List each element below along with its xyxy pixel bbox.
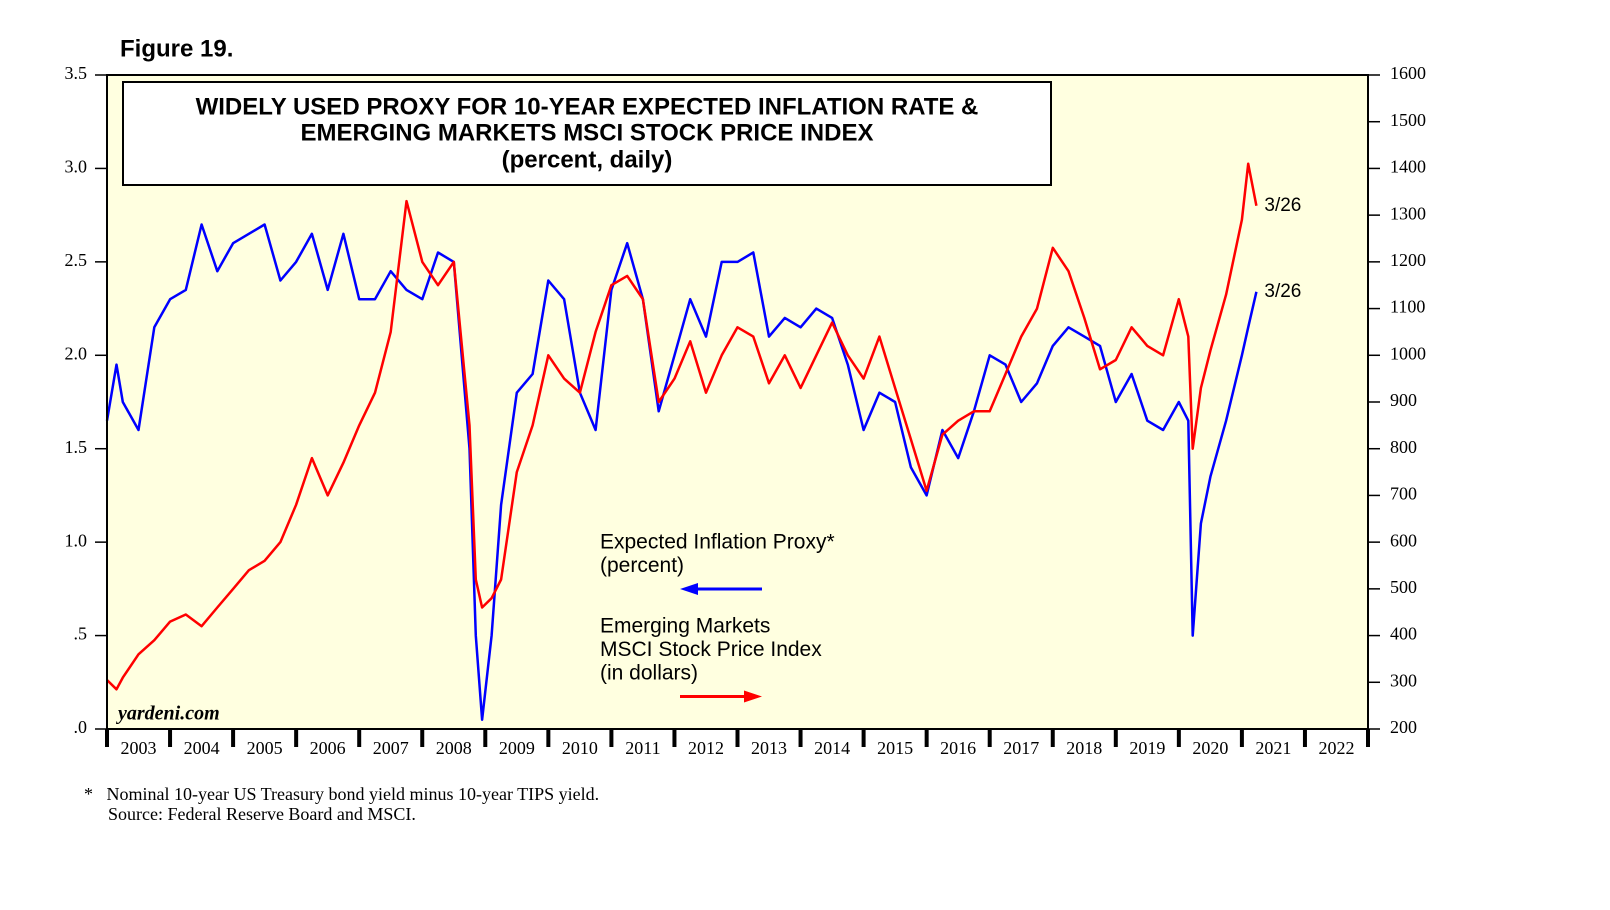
- footnote: Source: Federal Reserve Board and MSCI.: [108, 804, 416, 824]
- y2-tick-label: 1500: [1390, 110, 1426, 130]
- x-tick-label: 2022: [1318, 738, 1354, 758]
- y-tick-label: 3.5: [65, 63, 88, 83]
- y2-tick-label: 1000: [1390, 343, 1426, 363]
- legend-label: (in dollars): [600, 662, 698, 685]
- x-tick-label: 2019: [1129, 738, 1165, 758]
- series-line: [105, 223, 1258, 721]
- y-tick-label: .0: [74, 717, 88, 737]
- legend-arrowhead: [744, 690, 762, 703]
- y2-tick-label: 800: [1390, 437, 1417, 457]
- x-tick-label: 2008: [436, 738, 472, 758]
- x-tick-label: 2014: [814, 738, 850, 758]
- y-tick-label: 2.5: [65, 250, 88, 270]
- x-tick-label: 2009: [499, 738, 535, 758]
- y2-tick-label: 1400: [1390, 157, 1426, 177]
- x-tick-label: 2005: [247, 738, 283, 758]
- source-label: yardeni.com: [116, 703, 220, 725]
- legend-label: (percent): [600, 554, 684, 577]
- x-tick-label: 2017: [1003, 738, 1039, 758]
- series-line: [106, 162, 1258, 691]
- x-tick-label: 2021: [1255, 738, 1291, 758]
- y-tick-label: 3.0: [65, 157, 88, 177]
- y2-tick-label: 1300: [1390, 203, 1426, 223]
- y2-tick-label: 400: [1390, 624, 1417, 644]
- x-tick-label: 2012: [688, 738, 724, 758]
- y2-tick-label: 1600: [1390, 63, 1426, 83]
- y-tick-label: 1.0: [65, 530, 88, 550]
- x-tick-label: 2003: [121, 738, 157, 758]
- y2-tick-label: 1100: [1390, 297, 1425, 317]
- x-tick-label: 2007: [373, 738, 409, 758]
- plot-frame: [106, 74, 1369, 730]
- y-tick-label: 1.5: [65, 437, 88, 457]
- x-tick-label: 2020: [1192, 738, 1228, 758]
- x-tick-label: 2013: [751, 738, 787, 758]
- x-tick-label: 2010: [562, 738, 598, 758]
- y2-tick-label: 600: [1390, 530, 1417, 550]
- title-box: [122, 81, 1052, 186]
- legend-label: MSCI Stock Price Index: [600, 638, 822, 661]
- x-tick-label: 2016: [940, 738, 976, 758]
- y2-tick-label: 900: [1390, 390, 1417, 410]
- x-tick-label: 2011: [625, 738, 660, 758]
- x-tick-label: 2006: [310, 738, 346, 758]
- y2-tick-label: 500: [1390, 577, 1417, 597]
- y-tick-label: .5: [74, 624, 88, 644]
- x-tick-label: 2015: [877, 738, 913, 758]
- end-label: 3/26: [1264, 195, 1301, 216]
- end-label: 3/26: [1264, 281, 1301, 302]
- chart-title: EMERGING MARKETS MSCI STOCK PRICE INDEX: [301, 119, 874, 146]
- footnote: * Nominal 10-year US Treasury bond yield…: [84, 784, 599, 804]
- y-tick-label: 2.0: [65, 343, 88, 363]
- x-tick-label: 2018: [1066, 738, 1102, 758]
- y2-tick-label: 1200: [1390, 250, 1426, 270]
- chart-title: WIDELY USED PROXY FOR 10-YEAR EXPECTED I…: [196, 93, 979, 120]
- y2-tick-label: 300: [1390, 670, 1417, 690]
- y2-tick-label: 700: [1390, 484, 1417, 504]
- x-tick-label: 2004: [184, 738, 220, 758]
- figure-label: Figure 19.: [120, 35, 233, 62]
- chart-subtitle: (percent, daily): [502, 146, 673, 173]
- legend-arrowhead: [680, 583, 698, 595]
- legend-label: Expected Inflation Proxy*: [600, 531, 835, 554]
- legend-label: Emerging Markets: [600, 615, 770, 638]
- y2-tick-label: 200: [1390, 717, 1417, 737]
